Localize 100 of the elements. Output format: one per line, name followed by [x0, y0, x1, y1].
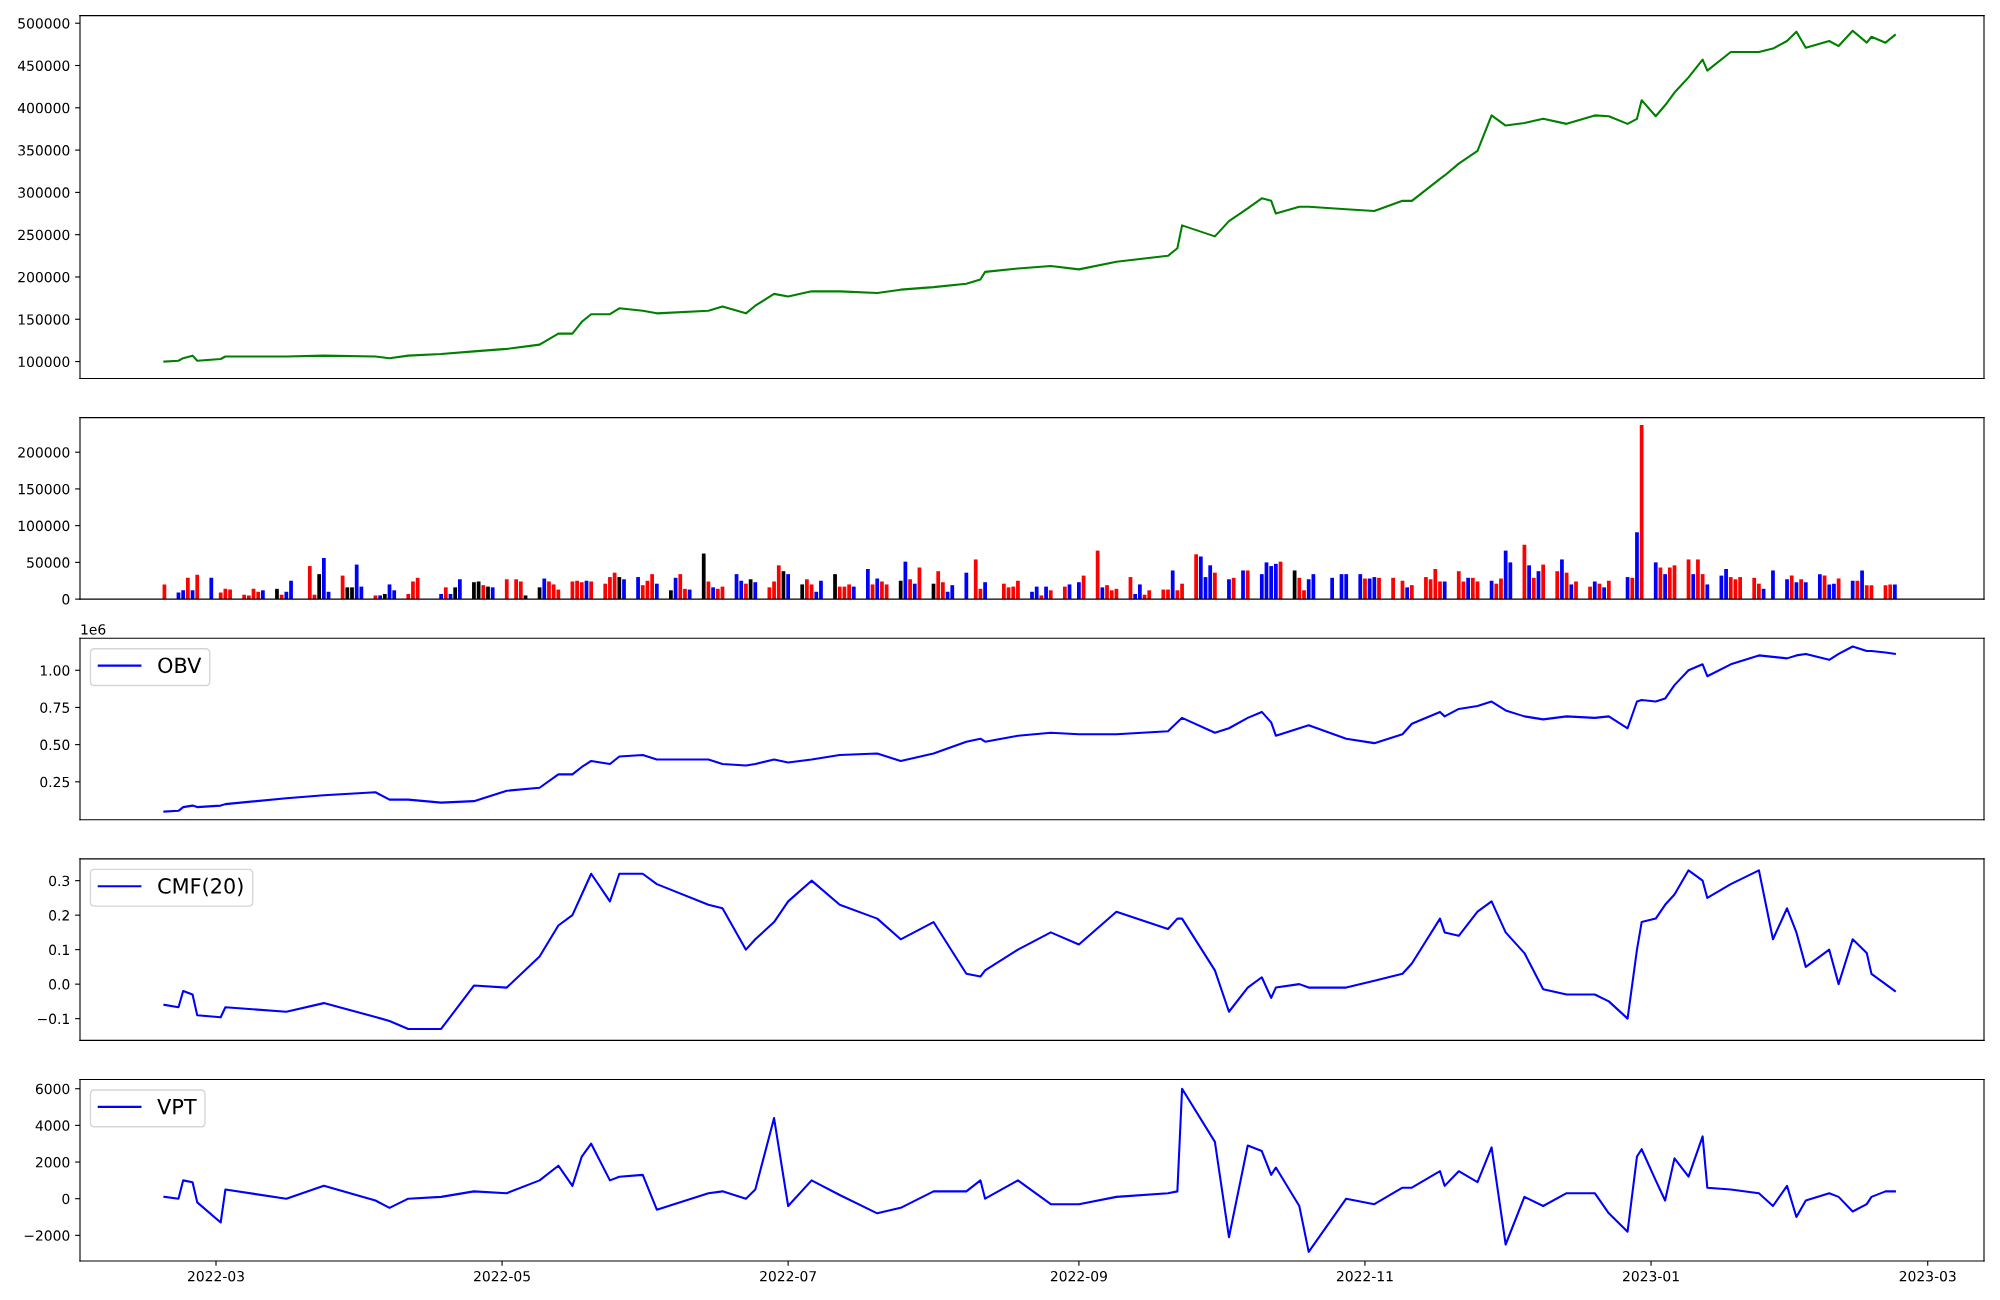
bar — [1273, 563, 1278, 600]
bar — [1077, 582, 1081, 600]
bar — [321, 557, 326, 600]
bar — [622, 579, 626, 600]
bar — [1569, 584, 1574, 600]
bar — [1888, 584, 1893, 600]
bar — [551, 584, 556, 600]
bar — [1728, 577, 1733, 600]
y-tick-label: 2000 — [35, 1157, 70, 1168]
y-tick-label: 1.00 — [40, 665, 70, 676]
x-tick-label: 2022-09 — [1050, 1270, 1107, 1282]
x-tick-label: 2023-03 — [1899, 1270, 1956, 1282]
bar — [1391, 577, 1395, 600]
bar — [1198, 556, 1203, 600]
bar — [1705, 584, 1710, 600]
y-tick-label: 150000 — [18, 314, 70, 325]
bar — [776, 565, 781, 600]
bar — [1344, 574, 1349, 600]
bar — [354, 564, 359, 600]
bar — [1194, 554, 1199, 600]
bar — [1044, 586, 1048, 600]
bar — [640, 585, 645, 600]
bar — [1864, 585, 1869, 600]
bar — [1245, 570, 1250, 600]
bar — [1602, 587, 1607, 600]
y-tick-label: −2000 — [24, 1230, 70, 1241]
bar — [542, 578, 547, 600]
y-tick-label: 50000 — [27, 557, 70, 568]
x-tick-label: 2023-01 — [1623, 1270, 1679, 1282]
bar — [1405, 587, 1410, 600]
bar — [1817, 574, 1822, 600]
bar — [1231, 577, 1236, 600]
y-tick-label: 500000 — [18, 18, 70, 29]
bar — [880, 581, 884, 600]
bar — [678, 574, 683, 600]
bar — [1034, 586, 1039, 600]
bar — [1860, 570, 1864, 600]
bar — [1503, 550, 1508, 600]
x-tick-label: 2022-07 — [760, 1270, 816, 1282]
y-tick-label: 100000 — [18, 356, 70, 368]
bar — [1470, 577, 1475, 600]
legend-label: CMF(20) — [158, 877, 243, 897]
bar — [1137, 584, 1142, 600]
y-tick-label: −0.1 — [38, 1013, 69, 1025]
bar — [1269, 566, 1274, 600]
y-tick-label: 0 — [62, 1193, 70, 1205]
bar — [218, 592, 223, 600]
bar — [209, 577, 214, 600]
bar — [973, 559, 978, 600]
bar — [1893, 584, 1897, 600]
bar — [1062, 586, 1067, 600]
bar — [1630, 577, 1635, 600]
bar — [518, 581, 523, 600]
y-tick-label: 6000 — [35, 1083, 70, 1095]
bar — [1048, 590, 1053, 600]
bar — [1433, 568, 1438, 600]
bar — [443, 587, 448, 600]
bar — [1170, 570, 1175, 600]
bar — [415, 577, 420, 600]
bar — [1372, 577, 1377, 600]
bar — [1213, 572, 1217, 600]
x-tick-label: 2022-03 — [188, 1270, 244, 1282]
bar — [1738, 577, 1743, 600]
bar — [1667, 567, 1672, 600]
bar — [589, 581, 594, 600]
bar — [1466, 577, 1471, 600]
bar — [1424, 577, 1428, 600]
y-tick-label: 0.1 — [49, 944, 69, 956]
bar — [1850, 580, 1855, 600]
bar — [1241, 570, 1245, 600]
y-tick-label: 450000 — [17, 60, 70, 71]
bar — [579, 582, 584, 600]
bar — [1367, 578, 1372, 600]
bar — [1663, 574, 1667, 600]
bar — [1456, 571, 1461, 600]
y-tick-label: 0.50 — [40, 739, 70, 751]
bar — [1555, 571, 1560, 600]
bar — [1494, 583, 1499, 600]
text: 1e6 — [81, 624, 106, 635]
bar — [1330, 577, 1335, 600]
bar — [195, 574, 200, 600]
y-tick-label: 150000 — [18, 483, 70, 495]
bar — [636, 577, 640, 600]
bar — [1771, 570, 1775, 600]
bar — [1095, 550, 1100, 600]
legend-label: OBV — [158, 657, 202, 674]
bar — [865, 568, 870, 600]
bar — [1442, 581, 1447, 600]
bar — [490, 587, 495, 600]
bar — [1531, 577, 1536, 600]
bar — [837, 586, 842, 600]
y-tick-label: 0.0 — [49, 979, 70, 990]
bar — [185, 577, 190, 600]
bar — [1227, 579, 1231, 600]
bar — [1100, 587, 1105, 600]
y-tick-label: 200000 — [18, 447, 70, 458]
bar — [1377, 577, 1381, 600]
bar — [1180, 583, 1184, 600]
y-tick-label: 0.75 — [40, 702, 70, 713]
y-tick-label: 0.25 — [40, 776, 70, 788]
